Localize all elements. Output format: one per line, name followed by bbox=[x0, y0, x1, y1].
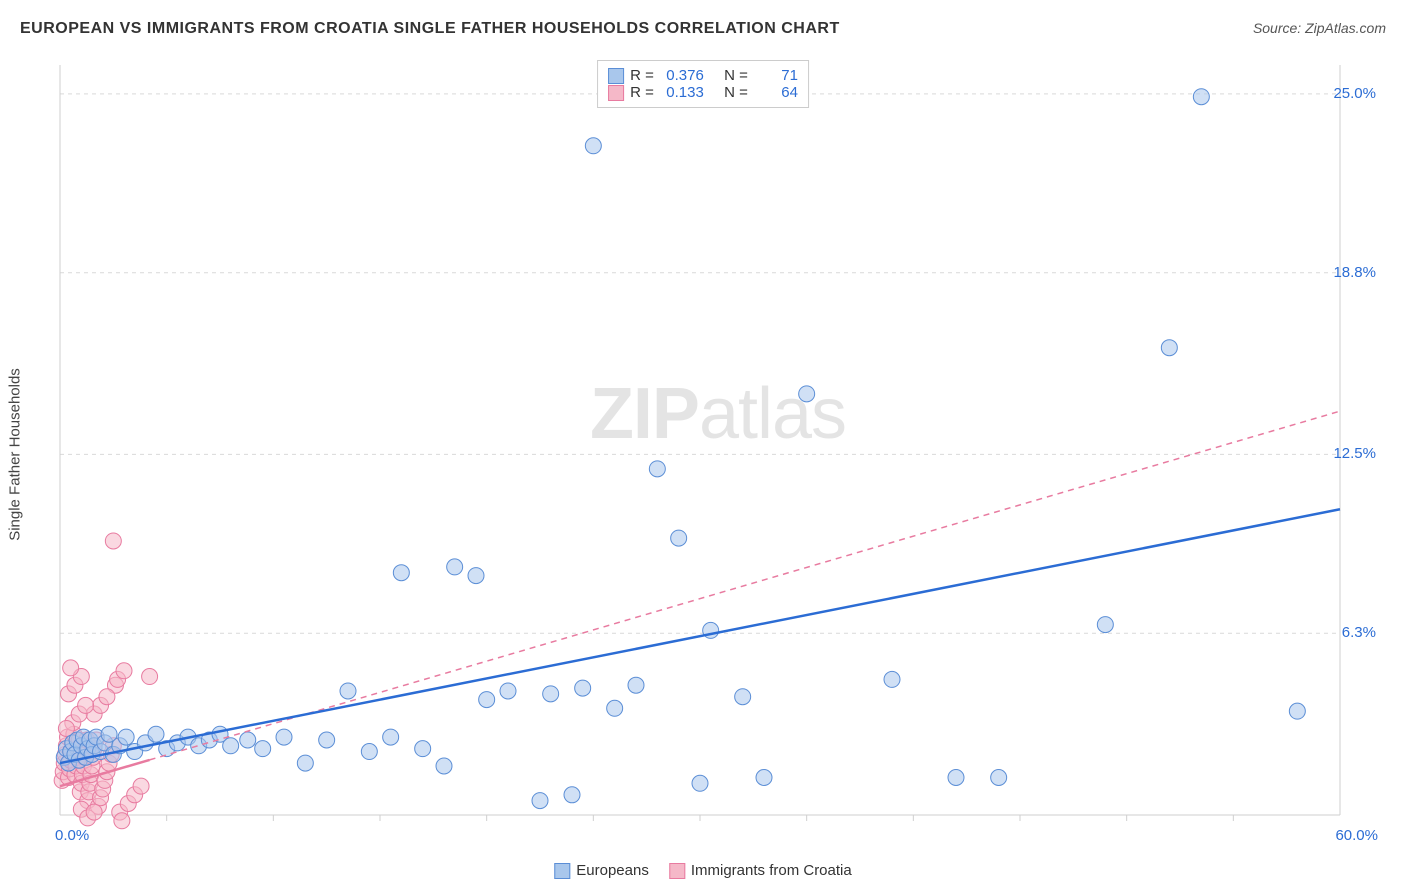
stat-r-label: R = bbox=[630, 67, 654, 84]
stat-n-label: N = bbox=[724, 84, 748, 101]
stat-n-croatia: 64 bbox=[754, 84, 798, 101]
chart-title: EUROPEAN VS IMMIGRANTS FROM CROATIA SING… bbox=[20, 20, 840, 38]
swatch-croatia bbox=[608, 85, 624, 101]
legend-stats-row-croatia: R = 0.133 N = 64 bbox=[608, 84, 798, 101]
y-tick-label: 12.5% bbox=[1333, 445, 1376, 462]
swatch-europeans bbox=[608, 68, 624, 84]
x-axis-min: 0.0% bbox=[55, 827, 89, 844]
chart-header: EUROPEAN VS IMMIGRANTS FROM CROATIA SING… bbox=[20, 20, 1386, 38]
legend-stats: R = 0.376 N = 71 R = 0.133 N = 64 bbox=[597, 60, 809, 108]
scatter-chart bbox=[50, 55, 1360, 835]
stat-r-label: R = bbox=[630, 84, 654, 101]
chart-source: Source: ZipAtlas.com bbox=[1253, 20, 1386, 36]
legend-label-croatia: Immigrants from Croatia bbox=[691, 862, 852, 879]
y-tick-label: 6.3% bbox=[1342, 624, 1376, 641]
swatch-croatia bbox=[669, 863, 685, 879]
y-tick-label: 18.8% bbox=[1333, 264, 1376, 281]
stat-r-europeans: 0.376 bbox=[660, 67, 704, 84]
stat-n-europeans: 71 bbox=[754, 67, 798, 84]
chart-container: ZIPatlas bbox=[50, 55, 1386, 852]
y-tick-label: 25.0% bbox=[1333, 85, 1376, 102]
y-axis-label: Single Father Households bbox=[7, 368, 24, 541]
x-axis-max: 60.0% bbox=[1335, 827, 1378, 844]
legend-item-croatia: Immigrants from Croatia bbox=[669, 862, 852, 879]
legend-series: Europeans Immigrants from Croatia bbox=[554, 862, 851, 879]
swatch-europeans bbox=[554, 863, 570, 879]
legend-label-europeans: Europeans bbox=[576, 862, 649, 879]
legend-item-europeans: Europeans bbox=[554, 862, 649, 879]
stat-n-label: N = bbox=[724, 67, 748, 84]
stat-r-croatia: 0.133 bbox=[660, 84, 704, 101]
legend-stats-row-europeans: R = 0.376 N = 71 bbox=[608, 67, 798, 84]
